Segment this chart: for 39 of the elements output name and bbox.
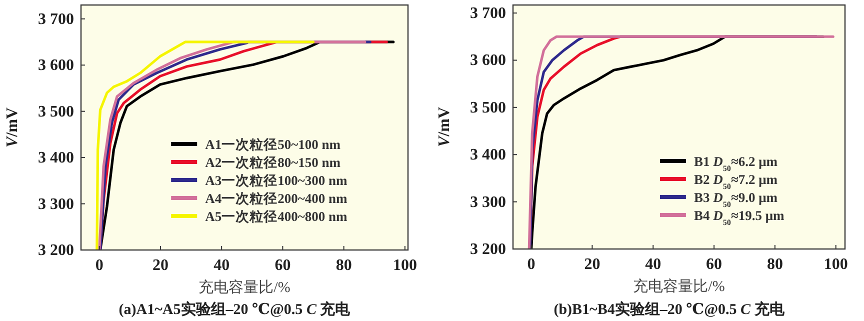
y-tick-label: 3 200: [38, 242, 74, 259]
x-tick-label: 20: [152, 257, 168, 274]
legend-label: B3 D$_{50}$≈9.0 μm: [694, 190, 778, 208]
y-tick-label: 3 200: [470, 241, 506, 258]
legend-label: A1一次粒径50~100 nm: [205, 137, 342, 152]
x-tick-label: 100: [392, 257, 417, 274]
x-tick-label: 40: [645, 256, 662, 273]
y-tick-label: 3 500: [470, 99, 506, 116]
y-tick-label: 3 700: [470, 5, 506, 22]
legend-label: A4一次粒径200~400 nm: [205, 191, 348, 206]
x-tick-label: 40: [214, 257, 230, 274]
x-tick-label: 60: [706, 256, 722, 273]
text: (b)B1~B4实验组–20 ℃@0.5 C 充电: [554, 300, 786, 318]
y-tick-label: 3 400: [470, 146, 506, 164]
x-tick-label: 0: [95, 257, 104, 274]
text: (a)A1~A5实验组–20 ℃@0.5 C 充电: [118, 300, 352, 318]
legend-label: A2一次粒径80~150 nm: [205, 155, 342, 170]
legend-label: B2 D$_{50}$≈7.2 μm: [694, 172, 778, 190]
legend-label: B1 D$_{50}$≈6.2 μm: [694, 154, 778, 172]
x-tick-label: 80: [766, 256, 783, 273]
y-tick-label: 3 300: [38, 196, 74, 213]
x-tick-label: 0: [527, 256, 536, 273]
y-tick-label: 3 600: [38, 57, 74, 74]
y-tick-label: 3 500: [38, 103, 74, 120]
x-tick-label: 100: [824, 256, 848, 273]
y-tick-label: 3 300: [470, 194, 506, 211]
y-axis-title: V/mV: [436, 106, 453, 147]
y-tick-label: 3 600: [470, 52, 506, 70]
x-tick-label: 60: [274, 257, 291, 274]
x-axis-title: 充电容量比/%: [633, 278, 725, 295]
legend-label: A3一次粒径100~300 nm: [205, 173, 348, 188]
legend-label: A5一次粒径400~800 nm: [205, 209, 348, 224]
x-tick-label: 20: [584, 256, 600, 273]
y-axis-title: V/mV: [4, 107, 21, 148]
y-tick-label: 3 700: [38, 10, 74, 28]
x-tick-label: 80: [336, 257, 352, 274]
y-tick-label: 3 400: [38, 150, 74, 167]
legend-label: B4 D$_{50}$≈19.5 μm: [694, 208, 785, 226]
x-axis-title: 充电容量比/%: [198, 279, 290, 296]
